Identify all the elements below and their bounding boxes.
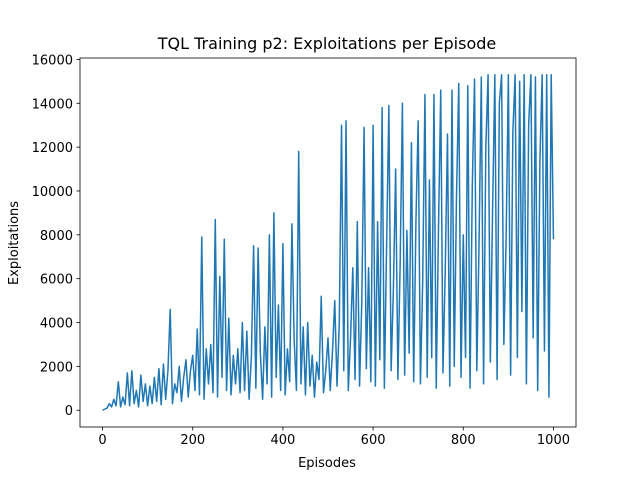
x-tick-label: 600 <box>361 433 386 448</box>
y-tick-label: 16000 <box>32 53 73 68</box>
y-tick-label: 2000 <box>40 360 73 375</box>
x-axis-label: Episodes <box>298 456 356 471</box>
y-tick-label: 4000 <box>40 317 73 332</box>
y-tick-label: 0 <box>65 404 73 419</box>
x-tick-label: 0 <box>98 433 106 448</box>
x-tick-label: 400 <box>270 433 295 448</box>
x-tick-label: 1000 <box>537 433 570 448</box>
data-line <box>102 74 555 411</box>
y-tick-label: 8000 <box>40 229 73 244</box>
chart-title: TQL Training p2: Exploitations per Episo… <box>157 34 496 53</box>
y-axis-label: Exploitations <box>7 201 22 285</box>
y-tick-label: 12000 <box>32 141 73 156</box>
x-tick-label: 800 <box>451 433 476 448</box>
axes-frame <box>79 57 577 428</box>
y-tick-label: 6000 <box>40 273 73 288</box>
y-tick-label: 14000 <box>32 97 73 112</box>
y-tick-label: 10000 <box>32 185 73 200</box>
x-tick-label: 200 <box>180 433 205 448</box>
